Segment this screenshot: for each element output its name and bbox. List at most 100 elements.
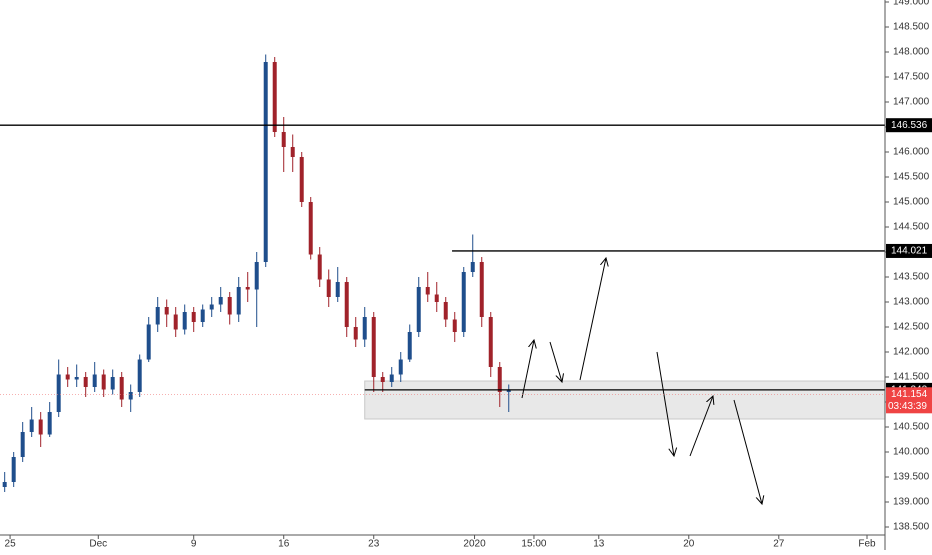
candle-body: [56, 374, 61, 412]
candle-body: [479, 262, 484, 317]
candle-body: [11, 457, 16, 482]
y-tick-label: 145.000: [893, 197, 930, 208]
candle-body: [344, 282, 349, 327]
arrow: [549, 341, 562, 382]
candle-body: [407, 332, 412, 360]
candle-body: [47, 412, 52, 435]
last-price-bg: [886, 387, 932, 414]
candle-body: [101, 374, 106, 390]
last-price-label: 141.154: [891, 389, 928, 400]
y-tick-label: 143.500: [893, 272, 930, 283]
candle-body: [461, 272, 466, 332]
y-tick-label: 140.000: [893, 447, 930, 458]
y-tick-label: 147.000: [893, 97, 930, 108]
candle-body: [281, 132, 286, 147]
time-axis-bg: [0, 535, 885, 550]
y-tick-label: 148.500: [893, 22, 930, 33]
candle-body: [506, 390, 511, 392]
x-tick-label: 15:00: [521, 539, 546, 550]
x-tick-label: 16: [278, 539, 290, 550]
y-tick-label: 142.500: [893, 322, 930, 333]
candle-body: [245, 287, 250, 290]
candle-body: [398, 359, 403, 375]
x-tick-label: 27: [773, 539, 785, 550]
level-label-bg: [886, 243, 932, 258]
arrow: [521, 340, 534, 399]
candle-body: [227, 297, 232, 315]
candle-body: [209, 304, 214, 310]
candle-body: [299, 157, 304, 202]
x-tick-label: Dec: [89, 539, 107, 550]
x-tick-label: 20: [683, 539, 695, 550]
candle-body: [65, 374, 70, 380]
candle-body: [164, 307, 169, 315]
candle-body: [272, 62, 277, 132]
candle-body: [371, 317, 376, 377]
candle-body: [317, 254, 322, 280]
candle-body: [119, 377, 124, 400]
x-tick-label: 9: [191, 539, 197, 550]
candle-body: [200, 309, 205, 322]
y-tick-label: 140.500: [893, 422, 930, 433]
candle-body: [308, 202, 313, 255]
candle-body: [146, 324, 151, 360]
candle-body: [263, 62, 268, 262]
price-axis-bg: [885, 0, 932, 550]
y-tick-label: 139.500: [893, 472, 930, 483]
candle-body: [452, 319, 457, 332]
x-tick-label: 13: [593, 539, 605, 550]
candle-body: [326, 279, 331, 297]
candle-body: [236, 287, 241, 315]
y-tick-label: 144.500: [893, 222, 930, 233]
candle-body: [173, 314, 178, 330]
candle-body: [83, 377, 88, 387]
candle-body: [434, 294, 439, 302]
candle-body: [74, 377, 79, 380]
x-tick-label: 23: [368, 539, 380, 550]
candle-body: [335, 282, 340, 297]
candle-body: [443, 302, 448, 320]
candle-body: [389, 374, 394, 382]
y-tick-label: 138.500: [893, 522, 930, 533]
candle-body: [2, 482, 7, 487]
y-tick-label: 147.500: [893, 72, 930, 83]
x-tick-label: 25: [5, 539, 17, 550]
arrow: [689, 396, 713, 457]
candle-body: [425, 287, 430, 295]
arrow: [733, 399, 762, 504]
candle-body: [110, 377, 115, 390]
y-tick-label: 146.000: [893, 147, 930, 158]
candle-body: [254, 262, 259, 290]
candle-body: [362, 317, 367, 340]
candle-body: [416, 287, 421, 332]
candle-body: [353, 327, 358, 340]
y-tick-label: 139.000: [893, 497, 930, 508]
candle-body: [128, 392, 133, 400]
candle-body: [38, 419, 43, 435]
candle-body: [191, 312, 196, 322]
level-label-bg: [886, 118, 932, 133]
level-label: 144.021: [891, 246, 928, 257]
candle-body: [92, 374, 97, 387]
candle-body: [488, 317, 493, 367]
candle-body: [290, 147, 295, 157]
candle-body: [497, 367, 502, 392]
y-tick-label: 143.000: [893, 297, 930, 308]
arrows: [521, 258, 762, 504]
level-label: 146.536: [891, 120, 928, 131]
y-tick-label: 148.000: [893, 47, 930, 58]
y-tick-label: 142.000: [893, 347, 930, 358]
countdown-label: 03:43:39: [888, 401, 927, 412]
arrow: [656, 351, 674, 456]
candle-body: [137, 359, 142, 392]
candle-body: [20, 432, 25, 457]
y-tick-label: 149.000: [893, 0, 930, 8]
zone: [364, 380, 886, 420]
candle-body: [380, 377, 385, 382]
y-tick-label: 145.500: [893, 172, 930, 183]
candle-body: [155, 307, 160, 325]
arrow: [579, 258, 606, 381]
x-tick-label: 2020: [463, 539, 486, 550]
candle-body: [182, 312, 187, 330]
